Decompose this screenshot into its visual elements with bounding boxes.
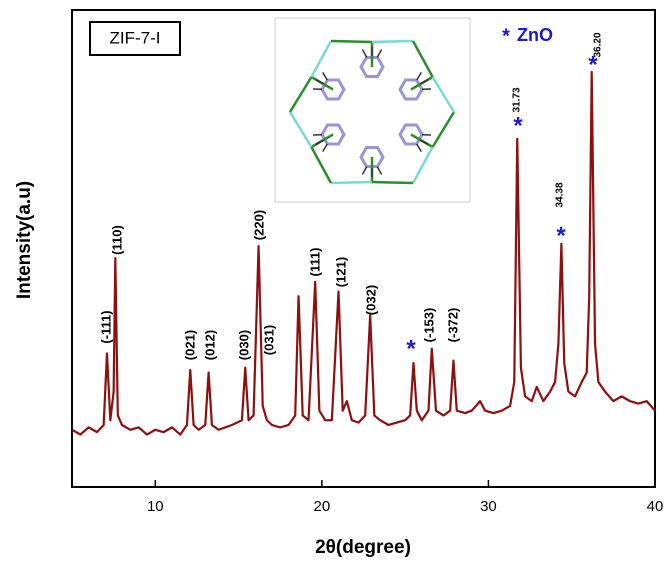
peak-label: (031) [261,325,276,355]
bond [372,182,413,183]
bond [331,182,372,183]
zno-marker: * [556,222,566,249]
zno-marker: * [406,335,416,362]
peak-label: (-111) [98,310,113,343]
zno-marker: * [588,51,598,78]
legend-label: ZnO [517,25,553,45]
peak-label: (012) [202,330,217,360]
peak-label: (121) [333,257,348,287]
x-tick-label: 10 [147,498,164,515]
peak-label: (030) [236,330,251,360]
peak-label: 31.73 [512,87,523,112]
peak-label: (-153) [421,308,436,343]
zno-marker: * [513,112,523,139]
peak-label: (021) [182,330,197,360]
x-tick-label: 30 [480,498,497,515]
x-tick-label: 40 [647,498,664,515]
peak-label: (111) [307,248,322,277]
chart: ZIF-7-I * ZnO 2θ(degree) Intensity(a.u) … [0,0,665,563]
bond [372,41,413,42]
peak-label: (-372) [445,308,460,343]
peak-label: (220) [251,210,266,240]
peak-label: 34.38 [555,182,566,207]
peak-label: (032) [363,285,378,315]
series-label: ZIF-7-I [110,28,161,47]
x-axis-label: 2θ(degree) [315,537,411,558]
y-axis-label: Intensity(a.u) [14,181,35,299]
peak-label: (110) [109,225,124,255]
legend-marker: * [502,25,510,47]
bond [331,41,372,42]
x-tick-label: 20 [314,498,331,515]
